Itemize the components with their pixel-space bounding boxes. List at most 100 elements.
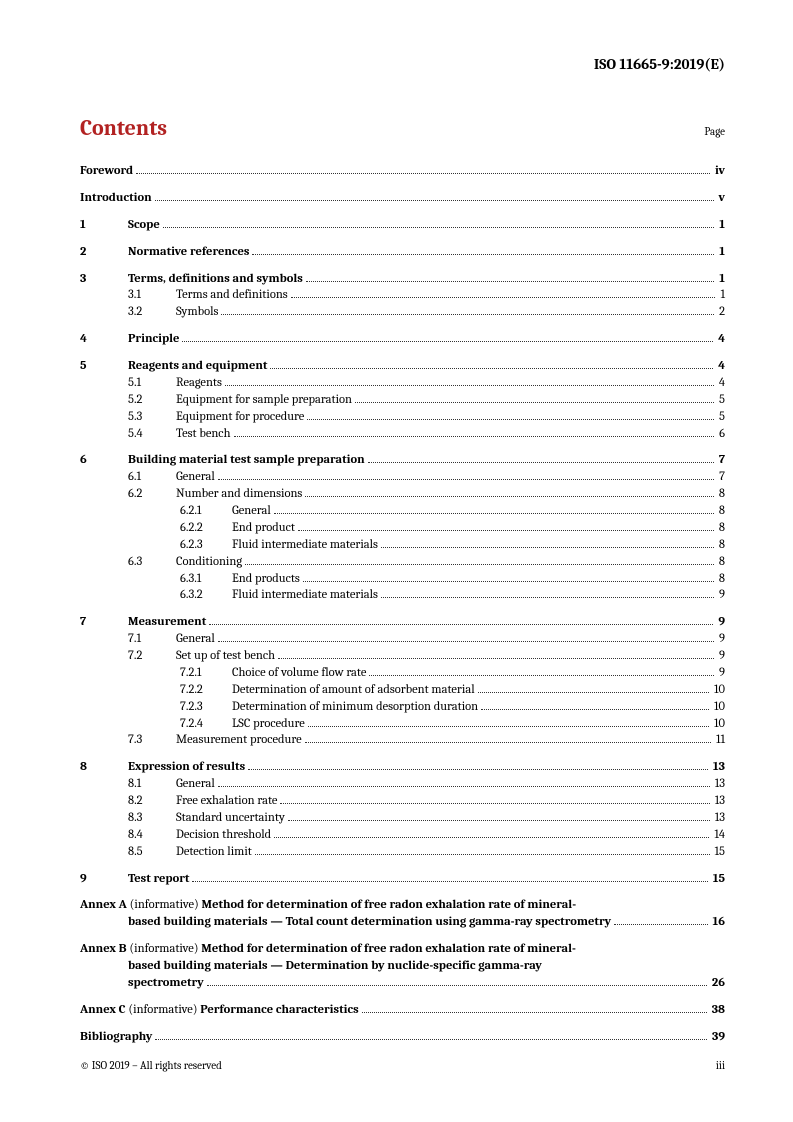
toc-entry-section-5[interactable]: 5Reagents and equipment4 bbox=[80, 358, 725, 375]
toc-entry-bibliography[interactable]: Bibliography39 bbox=[80, 1029, 725, 1046]
dot-leader bbox=[288, 820, 710, 821]
toc-entry-section-8[interactable]: 8Expression of results13 bbox=[80, 759, 725, 776]
toc-entry-section-7.2.4[interactable]: 7.2.4LSC procedure10 bbox=[180, 716, 725, 733]
annex-label: Annex C (informative) Performance charac… bbox=[80, 1002, 359, 1019]
toc-entry-section-6.3[interactable]: 6.3Conditioning8 bbox=[128, 554, 725, 571]
entry-title: Bibliography bbox=[80, 1029, 152, 1046]
toc-entry-section-3[interactable]: 3Terms, definitions and symbols1 bbox=[80, 271, 725, 288]
toc-entry-section-7.2.2[interactable]: 7.2.2Determination of amount of adsorben… bbox=[180, 682, 725, 699]
toc-entry-section-7.1[interactable]: 7.1General9 bbox=[128, 631, 725, 648]
toc-entry-section-8.1[interactable]: 8.1General13 bbox=[128, 776, 725, 793]
dot-leader bbox=[305, 496, 714, 497]
toc-entry-section-5.1[interactable]: 5.1Reagents4 bbox=[128, 375, 725, 392]
dot-leader bbox=[209, 624, 713, 625]
toc-entry-section-6.2.2[interactable]: 6.2.2End product8 bbox=[180, 520, 725, 537]
entry-page: 6 bbox=[717, 426, 725, 443]
entry-page: 10 bbox=[712, 699, 725, 716]
entry-page: 5 bbox=[717, 392, 725, 409]
toc-entry-section-8.2[interactable]: 8.2Free exhalation rate13 bbox=[128, 793, 725, 810]
page-column-label: Page bbox=[704, 125, 725, 138]
entry-title: Free exhalation rate bbox=[176, 793, 277, 810]
dot-leader bbox=[291, 297, 716, 298]
toc-entry-section-7[interactable]: 7Measurement9 bbox=[80, 614, 725, 631]
entry-title: Detection limit bbox=[176, 844, 252, 861]
entry-title: Building material test sample preparatio… bbox=[128, 452, 365, 469]
entry-title: Equipment for procedure bbox=[176, 409, 304, 426]
entry-number: 6.3.1 bbox=[180, 571, 232, 588]
toc-entry-section-8.4[interactable]: 8.4Decision threshold14 bbox=[128, 827, 725, 844]
dot-leader bbox=[274, 513, 714, 514]
entry-number: 7.3 bbox=[128, 732, 176, 749]
entry-page: 16 bbox=[711, 914, 725, 931]
toc-entry-introduction[interactable]: Introductionv bbox=[80, 190, 725, 207]
entry-page: 9 bbox=[717, 648, 725, 665]
dot-leader bbox=[218, 786, 710, 787]
entry-number: 8.4 bbox=[128, 827, 176, 844]
copyright-text: © ISO 2019 – All rights reserved bbox=[80, 1059, 222, 1072]
toc-entry-section-8.5[interactable]: 8.5Detection limit15 bbox=[128, 844, 725, 861]
toc-entry-section-6.3.2[interactable]: 6.3.2Fluid intermediate materials9 bbox=[180, 587, 725, 604]
entry-page: 13 bbox=[713, 776, 725, 793]
entry-number: 9 bbox=[80, 871, 128, 888]
entry-number: 8 bbox=[80, 759, 128, 776]
toc-entry-annex[interactable]: Annex B (informative) Method for determi… bbox=[80, 941, 725, 992]
toc-entry-section-5.3[interactable]: 5.3Equipment for procedure5 bbox=[128, 409, 725, 426]
toc-entry-section-7.2.1[interactable]: 7.2.1Choice of volume flow rate9 bbox=[180, 665, 725, 682]
toc-entry-section-6[interactable]: 6Building material test sample preparati… bbox=[80, 452, 725, 469]
dot-leader bbox=[298, 530, 714, 531]
entry-title: General bbox=[176, 469, 215, 486]
annex-title-line: Annex A (informative) Method for determi… bbox=[80, 897, 725, 914]
dot-leader bbox=[245, 564, 714, 565]
toc-entry-section-4[interactable]: 4Principle4 bbox=[80, 331, 725, 348]
entry-page: 26 bbox=[710, 975, 725, 992]
toc-entry-annex[interactable]: Annex A (informative) Method for determi… bbox=[80, 897, 725, 931]
contents-title: Contents bbox=[80, 115, 167, 141]
toc-entry-section-7.2.3[interactable]: 7.2.3Determination of minimum desorption… bbox=[180, 699, 725, 716]
toc-entry-section-6.1[interactable]: 6.1General7 bbox=[128, 469, 725, 486]
document-id-header: ISO 11665-9:2019(E) bbox=[80, 55, 725, 73]
toc-entry-section-7.3[interactable]: 7.3Measurement procedure11 bbox=[128, 732, 725, 749]
entry-number: 3.1 bbox=[128, 287, 176, 304]
dot-leader bbox=[248, 769, 708, 770]
toc-entry-section-1[interactable]: 1Scope1 bbox=[80, 217, 725, 234]
dot-leader bbox=[278, 658, 714, 659]
toc-entry-foreword[interactable]: Forewordiv bbox=[80, 163, 725, 180]
dot-leader bbox=[307, 419, 714, 420]
dot-leader bbox=[182, 341, 713, 342]
entry-title: Determination of amount of adsorbent mat… bbox=[232, 682, 475, 699]
dot-leader bbox=[234, 436, 715, 437]
entry-title: Equipment for sample preparation bbox=[176, 392, 352, 409]
toc-entry-section-6.2.3[interactable]: 6.2.3Fluid intermediate materials8 bbox=[180, 537, 725, 554]
entry-page: 10 bbox=[712, 716, 725, 733]
toc-entry-section-3.2[interactable]: 3.2Symbols2 bbox=[128, 304, 725, 321]
entry-number: 7.2.3 bbox=[180, 699, 232, 716]
entry-title: General bbox=[176, 631, 215, 648]
toc-entry-section-3.1[interactable]: 3.1Terms and definitions1 bbox=[128, 287, 725, 304]
dot-leader bbox=[303, 581, 714, 582]
toc-entry-section-5.4[interactable]: 5.4Test bench6 bbox=[128, 426, 725, 443]
toc-entry-section-2[interactable]: 2Normative references1 bbox=[80, 244, 725, 261]
toc-entry-section-6.3.1[interactable]: 6.3.1End products8 bbox=[180, 571, 725, 588]
entry-number: 7.2.2 bbox=[180, 682, 232, 699]
table-of-contents: Forewordiv Introductionv 1Scope1 2Normative… bbox=[80, 163, 725, 1046]
dot-leader bbox=[355, 402, 714, 403]
entry-title: Terms, definitions and symbols bbox=[128, 271, 303, 288]
toc-entry-section-8.3[interactable]: 8.3Standard uncertainty13 bbox=[128, 810, 725, 827]
dot-leader bbox=[163, 227, 715, 228]
entry-title: Fluid intermediate materials bbox=[232, 587, 378, 604]
entry-title: Fluid intermediate materials bbox=[232, 537, 378, 554]
page-footer: © ISO 2019 – All rights reserved iii bbox=[80, 1059, 725, 1072]
toc-entry-annex[interactable]: Annex C (informative) Performance charac… bbox=[80, 1002, 725, 1019]
toc-entry-section-9[interactable]: 9Test report15 bbox=[80, 871, 725, 888]
entry-page: iv bbox=[713, 163, 725, 180]
entry-title: Symbols bbox=[176, 304, 218, 321]
entry-title: Measurement bbox=[128, 614, 206, 631]
toc-entry-section-7.2[interactable]: 7.2Set up of test bench9 bbox=[128, 648, 725, 665]
toc-entry-section-6.2.1[interactable]: 6.2.1General8 bbox=[180, 503, 725, 520]
dot-leader bbox=[136, 173, 710, 174]
toc-entry-section-5.2[interactable]: 5.2Equipment for sample preparation5 bbox=[128, 392, 725, 409]
entry-number: 2 bbox=[80, 244, 128, 261]
toc-entry-section-6.2[interactable]: 6.2Number and dimensions8 bbox=[128, 486, 725, 503]
entry-title: General bbox=[176, 776, 215, 793]
entry-title: Scope bbox=[128, 217, 160, 234]
